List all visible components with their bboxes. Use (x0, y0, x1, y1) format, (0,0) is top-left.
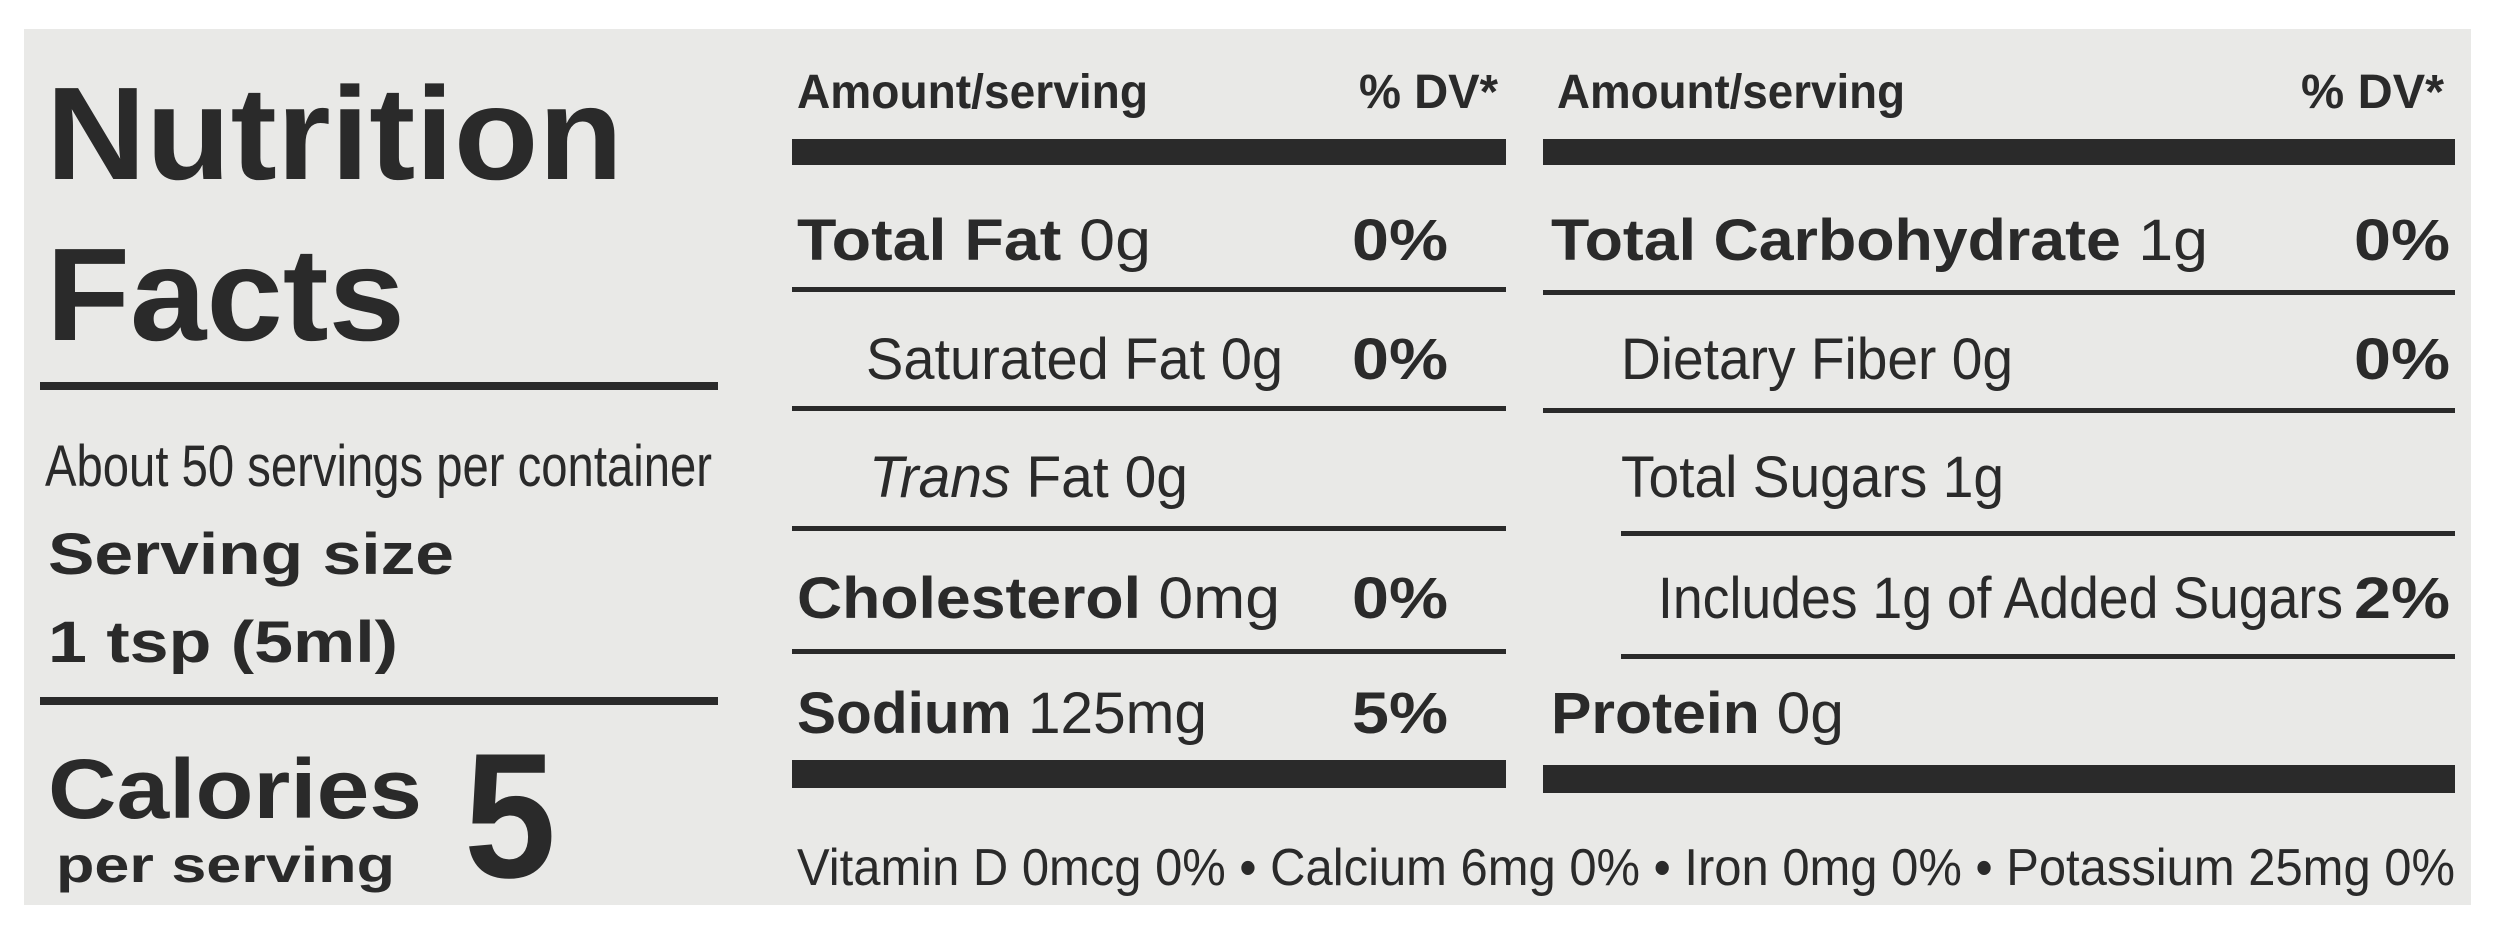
divider (40, 697, 718, 705)
nutrient-row: Includes 1g of Added Sugars (1658, 566, 2343, 631)
nutrient-name: Saturated Fat (866, 327, 1205, 392)
nutrient-row: Trans Fat 0g (869, 445, 1188, 510)
nutrient-name: Cholesterol (797, 566, 1141, 631)
nutrient-amount: 0g (1777, 681, 1844, 746)
daily-value: 0% (2354, 327, 2450, 392)
calories-sublabel: per serving (56, 837, 395, 893)
header-amount: Amount/serving (1557, 66, 1905, 119)
nutrient-amount: 125mg (1028, 681, 1207, 746)
rule (1621, 531, 2455, 536)
rule (1543, 765, 2455, 793)
daily-value: 0% (1352, 327, 1448, 392)
nutrient-name: Sodium (797, 681, 1012, 746)
separator: • (1975, 839, 1992, 897)
nutrient-amount: 0g (1079, 208, 1151, 273)
nutrient-row: Cholesterol 0mg (797, 566, 1280, 631)
separator: • (1239, 839, 1256, 897)
title: Facts (46, 221, 405, 368)
rule (1621, 654, 2455, 659)
footer-item: Iron 0mg 0% (1684, 839, 1961, 897)
rule (792, 649, 1506, 654)
calories-value: 5 (464, 716, 556, 915)
nutrient-row: Protein 0g (1551, 681, 1844, 746)
separator: • (1654, 839, 1671, 897)
rule (792, 406, 1506, 411)
rule (792, 287, 1506, 292)
nutrient-amount: 1g (1943, 445, 2004, 510)
serving-size-label: Serving size (48, 522, 454, 587)
calories-label: Calories (48, 742, 422, 836)
nutrient-name: Protein (1551, 681, 1760, 746)
title: Nutrition (46, 60, 623, 207)
rule (1543, 408, 2455, 413)
divider (40, 382, 718, 390)
header-dv: % DV* (2301, 66, 2444, 119)
nutrient-name-italic: Trans (869, 445, 1010, 510)
daily-value: 5% (1352, 681, 1448, 746)
serving-size-value: 1 tsp (5ml) (48, 610, 398, 675)
nutrient-name: Dietary Fiber (1621, 327, 1936, 392)
nutrient-amount: 0g (1221, 327, 1283, 392)
servings: About 50 servings per container (45, 434, 712, 499)
daily-value: 0% (1352, 208, 1448, 273)
nutrient-amount: 0mg (1158, 566, 1280, 631)
nutrient-name: Total Fat (797, 208, 1061, 273)
nutrient-name: Includes 1g of Added Sugars (1658, 566, 2343, 631)
nutrient-row: Total Sugars 1g (1621, 445, 2004, 510)
nutrient-row: Sodium 125mg (797, 681, 1207, 746)
footer-item: Vitamin D 0mcg 0% (797, 839, 1226, 897)
footer-item: Calcium 6mg 0% (1270, 839, 1640, 897)
footer: Vitamin D 0mcg 0% • Calcium 6mg 0% • Iro… (797, 839, 2455, 897)
nutrient-row: Total Fat 0g (797, 208, 1151, 273)
footer-item: Potassium 25mg 0% (2006, 839, 2455, 897)
nutrient-name: Total Carbohydrate (1551, 208, 2121, 273)
nutrient-row: Saturated Fat 0g (866, 327, 1283, 392)
daily-value: 0% (1352, 566, 1448, 631)
rule (792, 526, 1506, 531)
nutrient-row: Dietary Fiber 0g (1621, 327, 2013, 392)
rule (792, 760, 1506, 788)
nutrient-amount: 0g (1952, 327, 2013, 392)
label-background (24, 29, 2471, 905)
header-dv: % DV* (1359, 66, 1498, 119)
nutrient-amount: 1g (2138, 208, 2208, 273)
daily-value: 0% (2354, 208, 2450, 273)
nutrient-name: Fat (1026, 445, 1108, 510)
nutrient-amount: 0g (1125, 445, 1188, 510)
nutrient-name: Total Sugars (1621, 445, 1927, 510)
rule (1543, 139, 2455, 165)
nutrient-row: Total Carbohydrate 1g (1551, 208, 2208, 273)
rule (792, 139, 1506, 165)
rule (1543, 290, 2455, 295)
daily-value: 2% (2354, 566, 2450, 631)
header-amount: Amount/serving (797, 66, 1148, 119)
